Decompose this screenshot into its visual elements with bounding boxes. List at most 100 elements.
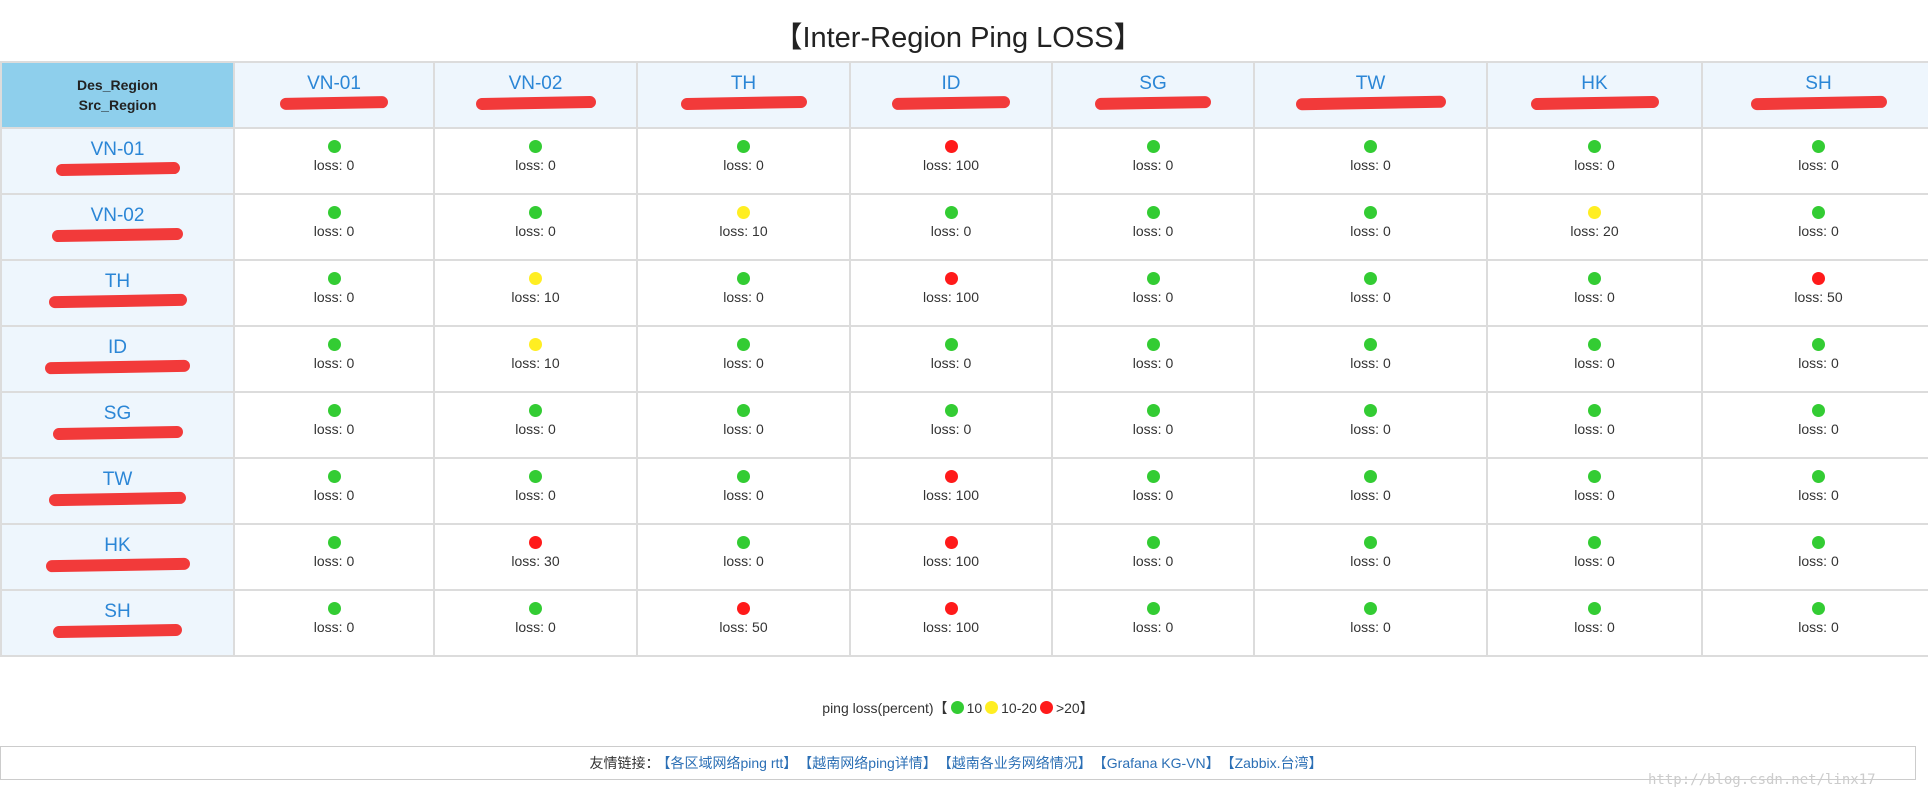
loss-text: loss: 0 xyxy=(930,421,972,437)
legend-label: 10 xyxy=(966,700,983,716)
column-header: VN-01 xyxy=(233,61,435,129)
loss-cell: loss: 50 xyxy=(1701,259,1928,327)
loss-text: loss: 10 xyxy=(719,223,768,239)
loss-text: loss: 100 xyxy=(922,619,980,635)
loss-text: loss: 0 xyxy=(313,553,355,569)
loss-text: loss: 0 xyxy=(723,355,764,371)
legend-dot xyxy=(950,701,964,714)
loss-cell: loss: 0 xyxy=(433,391,638,459)
legend-prefix: ping loss(percent)【 xyxy=(822,700,948,716)
loss-text: loss: 0 xyxy=(1132,223,1174,239)
loss-text: loss: 0 xyxy=(723,487,764,503)
status-dot xyxy=(1364,602,1377,615)
loss-text: loss: 0 xyxy=(1132,553,1174,569)
loss-cell: loss: 0 xyxy=(233,391,435,459)
status-dot xyxy=(1588,272,1601,285)
status-dot xyxy=(327,404,341,417)
status-dot xyxy=(1146,206,1160,219)
loss-text: loss: 0 xyxy=(1132,157,1174,173)
loss-text: loss: 0 xyxy=(1132,487,1174,503)
column-name[interactable]: TH xyxy=(730,73,757,94)
loss-cell: loss: 0 xyxy=(1701,391,1928,459)
row-name[interactable]: TH xyxy=(104,271,131,292)
row-name[interactable]: SG xyxy=(103,403,132,424)
loss-text: loss: 0 xyxy=(313,157,355,173)
loss-text: loss: 0 xyxy=(1132,619,1174,635)
loss-text: loss: 0 xyxy=(515,157,556,173)
corner-cell: Des_Region Src_Region xyxy=(0,61,235,129)
status-dot xyxy=(529,338,542,351)
footer: 友情链接： 【各区域网络ping rtt】 【越南网络ping详情】 【越南各业务网络… xyxy=(0,746,1916,780)
loss-text: loss: 100 xyxy=(922,157,980,173)
loss-cell: loss: 10 xyxy=(636,193,851,261)
row-name[interactable]: VN-01 xyxy=(90,139,145,160)
row-name[interactable]: VN-02 xyxy=(90,205,145,226)
column-name[interactable]: HK xyxy=(1581,73,1608,94)
loss-text: loss: 0 xyxy=(313,487,355,503)
loss-cell: loss: 0 xyxy=(433,193,638,261)
legend-label: >20 xyxy=(1055,700,1080,716)
legend-dot xyxy=(985,701,999,714)
loss-text: loss: 0 xyxy=(1350,553,1391,569)
loss-text: loss: 0 xyxy=(1798,421,1839,437)
loss-cell: loss: 0 xyxy=(636,325,851,393)
loss-text: loss: 0 xyxy=(1350,421,1391,437)
loss-text: loss: 0 xyxy=(1350,355,1391,371)
row: TH loss: 0 loss: 10 loss: 0 loss: 100 loss: 0… xyxy=(0,259,1928,327)
loss-text: loss: 0 xyxy=(515,421,556,437)
legend: ping loss(percent)【 10 10-20 >20】 xyxy=(0,698,1916,718)
loss-text: loss: 0 xyxy=(1798,553,1839,569)
status-dot xyxy=(327,272,341,285)
row-header: SH xyxy=(0,589,235,657)
column-name[interactable]: TW xyxy=(1355,73,1386,94)
column-header: HK xyxy=(1486,61,1703,129)
column-name[interactable]: SG xyxy=(1139,73,1167,94)
row-name[interactable]: TW xyxy=(102,469,133,490)
row-header: VN-01 xyxy=(0,127,235,195)
footer-link[interactable]: 【越南各业务网络情况】 xyxy=(944,755,1092,771)
footer-link[interactable]: 【Zabbix.台湾】 xyxy=(1227,755,1323,771)
loss-text: loss: 10 xyxy=(511,289,560,305)
loss-cell: loss: 0 xyxy=(1051,325,1255,393)
footer-link[interactable]: 【Grafana KG-VN】 xyxy=(1099,755,1220,771)
column-name[interactable]: SH xyxy=(1805,73,1832,94)
loss-cell: loss: 0 xyxy=(1051,523,1255,591)
redacted-ip xyxy=(51,227,184,243)
loss-cell: loss: 0 xyxy=(636,391,851,459)
status-dot xyxy=(529,140,542,153)
loss-cell: loss: 0 xyxy=(849,193,1053,261)
loss-text: loss: 0 xyxy=(515,487,556,503)
loss-cell: loss: 0 xyxy=(849,325,1053,393)
loss-cell: loss: 0 xyxy=(233,193,435,261)
footer-link[interactable]: 【越南网络ping详情】 xyxy=(805,755,937,771)
loss-cell: loss: 0 xyxy=(1701,193,1928,261)
loss-cell: loss: 0 xyxy=(233,589,435,657)
status-dot xyxy=(1588,536,1601,549)
column-name[interactable]: VN-01 xyxy=(307,73,361,94)
loss-cell: loss: 0 xyxy=(636,259,851,327)
status-dot xyxy=(1364,272,1377,285)
loss-text: loss: 0 xyxy=(313,421,355,437)
column-name[interactable]: VN-02 xyxy=(508,73,563,94)
loss-text: loss: 0 xyxy=(313,355,355,371)
src-label: Src_Region xyxy=(78,97,157,113)
loss-cell: loss: 0 xyxy=(433,457,638,525)
row-name[interactable]: HK xyxy=(104,535,131,556)
row-name[interactable]: ID xyxy=(108,337,127,358)
redacted-ip xyxy=(475,95,596,111)
loss-cell: loss: 0 xyxy=(1486,127,1703,195)
row-name[interactable]: SH xyxy=(104,601,131,622)
loss-text: loss: 0 xyxy=(1350,487,1391,503)
loss-text: loss: 100 xyxy=(922,289,980,305)
loss-text: loss: 0 xyxy=(1132,421,1174,437)
redacted-ip xyxy=(45,557,190,573)
column-name[interactable]: ID xyxy=(941,73,961,94)
loss-cell: loss: 0 xyxy=(233,127,435,195)
loss-cell: loss: 0 xyxy=(1486,457,1703,525)
status-dot xyxy=(1812,140,1825,153)
loss-text: loss: 0 xyxy=(1798,355,1839,371)
loss-cell: loss: 0 xyxy=(1701,457,1928,525)
footer-link[interactable]: 【各区域网络ping rtt】 xyxy=(663,755,798,771)
loss-text: loss: 0 xyxy=(1574,421,1615,437)
loss-cell: loss: 10 xyxy=(433,259,638,327)
